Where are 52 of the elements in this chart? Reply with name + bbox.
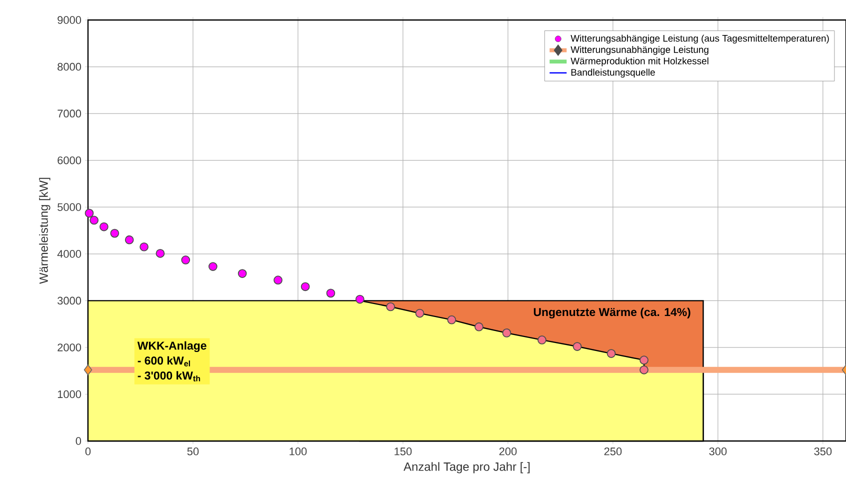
point (502, 328, 512, 338)
legend-label: Witterungsabhängige Leistung (aus Tagesmitteltemperaturen) (570, 34, 829, 44)
point (640, 365, 648, 374)
x-tick-label: 50 (187, 448, 199, 456)
point (300, 282, 310, 292)
point (181, 256, 190, 264)
point (208, 262, 218, 271)
point (90, 216, 99, 225)
y-tick-label: 0 (76, 437, 82, 445)
point (124, 235, 134, 244)
legend-label: Witterungsunabhängige Leistung (570, 46, 708, 55)
x-tick-label: 300 (709, 448, 727, 456)
annotation: WKK-Anlage (137, 341, 206, 352)
x-tick-label: 150 (394, 448, 412, 456)
point (110, 228, 120, 238)
point (238, 269, 247, 278)
point (474, 322, 484, 332)
y-tick-label: 8000 (58, 62, 82, 71)
y-tick-label: 1000 (58, 390, 82, 398)
point (640, 356, 648, 365)
annotation: Ungenutzte Wärme (ca. 14%) (534, 308, 690, 318)
annotation: - 3'000 kW$_{th}$ (138, 371, 200, 382)
y-axis-title: Wärmeleistung [kW] (39, 178, 50, 284)
point (606, 349, 616, 358)
legend-label: Wärmeproduktion mit Holzkessel (570, 57, 708, 66)
point (415, 308, 424, 318)
point (84, 208, 94, 218)
point (140, 242, 148, 252)
point (538, 336, 546, 344)
y-tick-label: 4000 (57, 250, 82, 258)
y-tick-label: 2000 (58, 344, 82, 352)
point (274, 276, 282, 285)
x-tick-label: 100 (290, 448, 307, 456)
y-tick-label: 6000 (58, 156, 82, 164)
x-tick-label: 250 (604, 448, 622, 456)
y-tick-label: 9000 (58, 16, 82, 24)
y-tick-label: 3000 (58, 296, 82, 305)
y-tick-label: 7000 (58, 110, 82, 118)
annotation: - 600 kW$_{el}$ (138, 356, 190, 366)
point (100, 222, 108, 232)
y-tick-label: 5000 (58, 203, 82, 211)
point (386, 302, 396, 312)
x-tick-label: 0 (85, 448, 91, 456)
x-tick-label: 350 (814, 448, 832, 456)
point (447, 315, 456, 324)
point (156, 248, 165, 258)
point (572, 342, 582, 351)
point (355, 294, 364, 304)
point (326, 288, 336, 298)
x-axis-title: Anzahl Tage pro Jahr [-] (404, 462, 530, 474)
x-tick-label: 200 (499, 448, 517, 456)
legend-label: Bandleistungsquelle (571, 68, 655, 78)
